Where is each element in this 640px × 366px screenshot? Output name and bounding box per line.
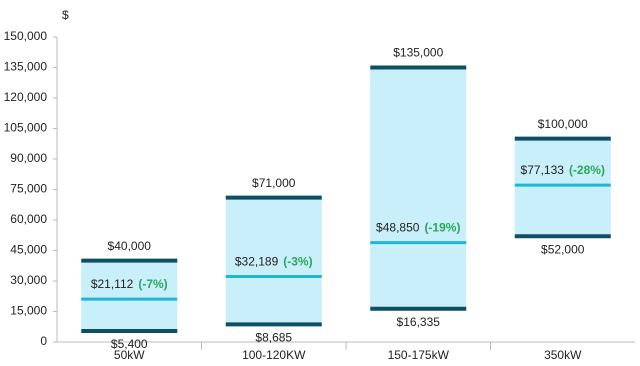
x-tick-label: 50kW: [114, 348, 145, 362]
high-label: $40,000: [108, 239, 152, 253]
change-value: (-7%): [138, 277, 167, 291]
y-tick-label: 30,000: [10, 273, 47, 287]
y-tick-label: 90,000: [10, 151, 47, 165]
y-tick-label: 75,000: [10, 182, 47, 196]
range-bar: [370, 67, 467, 309]
range-bar: [514, 138, 611, 237]
x-tick-label: 100-120KW: [242, 348, 306, 362]
change-value: (-19%): [424, 221, 460, 235]
mid-value: $21,112: [91, 277, 134, 291]
y-tick-label: 105,000: [4, 121, 48, 135]
high-label: $135,000: [393, 46, 443, 60]
mid-value: $48,850: [376, 221, 420, 235]
y-tick-label: 45,000: [10, 243, 47, 257]
y-tick-label: 60,000: [10, 212, 47, 226]
mid-value: $77,133: [521, 163, 565, 177]
high-label: $100,000: [538, 117, 588, 131]
mid-label: $48,850 (-19%): [376, 221, 460, 235]
x-tick-label: 350kW: [544, 348, 582, 362]
y-tick-label: 15,000: [10, 304, 47, 318]
y-tick-label: 150,000: [4, 29, 48, 43]
mid-label: $32,189 (-3%): [235, 255, 313, 269]
low-label: $52,000: [541, 242, 585, 256]
range-bar: [81, 260, 178, 332]
change-value: (-3%): [283, 255, 312, 269]
low-label: $16,335: [397, 315, 441, 329]
change-value: (-28%): [569, 163, 605, 177]
low-label: $8,685: [255, 331, 292, 345]
mid-label: $77,133 (-28%): [521, 163, 605, 177]
mid-value: $32,189: [235, 255, 279, 269]
y-axis-label: $: [62, 8, 69, 22]
x-tick-label: 150-175kW: [388, 348, 450, 362]
high-label: $71,000: [252, 176, 296, 190]
y-tick-label: 0: [40, 334, 47, 348]
low-label: $5,400: [111, 337, 148, 351]
y-tick-label: 120,000: [4, 90, 48, 104]
y-tick-label: 135,000: [4, 60, 48, 74]
mid-label: $21,112 (-7%): [91, 277, 168, 291]
range-bar: [225, 197, 322, 325]
